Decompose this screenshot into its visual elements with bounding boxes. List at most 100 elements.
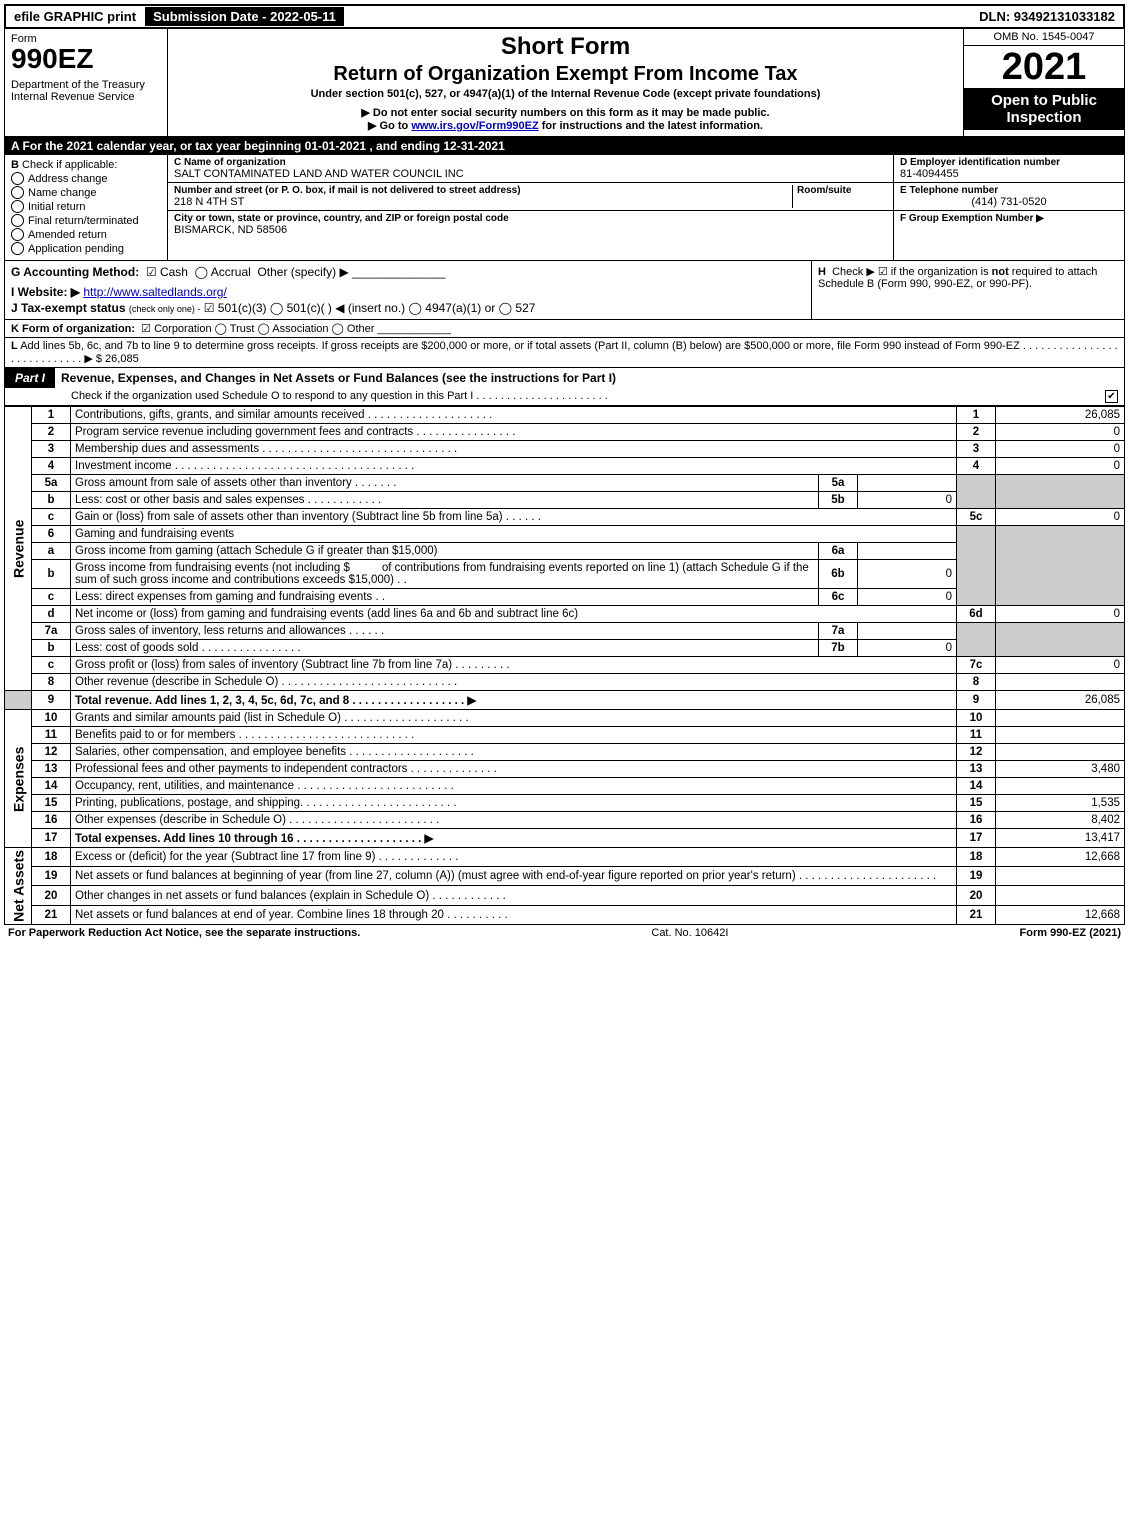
- v20: [996, 886, 1125, 905]
- n6a: a: [32, 543, 71, 560]
- v19: [996, 867, 1125, 886]
- website-link[interactable]: http://www.saltedlands.org/: [83, 285, 226, 299]
- t10: Grants and similar amounts paid (list in…: [71, 710, 957, 727]
- n8: 8: [32, 674, 71, 691]
- part-i-tab: Part I: [5, 368, 55, 388]
- gh-block: G Accounting Method: ☑ Cash ◯ Accrual Ot…: [4, 261, 1125, 320]
- g-other: Other (specify) ▶: [257, 265, 348, 279]
- l-label: L: [11, 340, 18, 352]
- sn7a: 7a: [819, 623, 858, 640]
- cb-address-change[interactable]: [11, 172, 24, 185]
- v10: [996, 710, 1125, 727]
- rn8: 8: [957, 674, 996, 691]
- t3: Membership dues and assessments . . . . …: [71, 441, 957, 458]
- goto-link[interactable]: www.irs.gov/Form990EZ: [411, 120, 538, 132]
- line-a: A For the 2021 calendar year, or tax yea…: [5, 137, 1124, 155]
- t8: Other revenue (describe in Schedule O) .…: [71, 674, 957, 691]
- rn3: 3: [957, 441, 996, 458]
- opt-address: Address change: [28, 173, 108, 185]
- ein: 81-4094455: [900, 168, 1118, 180]
- n4: 4: [32, 458, 71, 475]
- footer-right: Form 990-EZ (2021): [1020, 927, 1121, 939]
- cb-initial-return[interactable]: [11, 200, 24, 213]
- t12: Salaries, other compensation, and employ…: [71, 744, 957, 761]
- sn5b: 5b: [819, 492, 858, 509]
- efile-label[interactable]: efile GRAPHIC print: [6, 7, 144, 26]
- cb-name-change[interactable]: [11, 186, 24, 199]
- t7b: Less: cost of goods sold . . . . . . . .…: [71, 640, 819, 657]
- part-i-sub: Check if the organization used Schedule …: [11, 390, 1105, 403]
- tax-year: 2021: [964, 46, 1124, 88]
- t6b1: Gross income from fundraising events (no…: [75, 562, 350, 574]
- opt-initial: Initial return: [28, 201, 85, 213]
- t6b: Gross income from fundraising events (no…: [71, 560, 819, 589]
- sn7b: 7b: [819, 640, 858, 657]
- v5c: 0: [996, 509, 1125, 526]
- t21: Net assets or fund balances at end of ye…: [71, 905, 957, 924]
- n5a: 5a: [32, 475, 71, 492]
- cb-pending[interactable]: [11, 242, 24, 255]
- v14: [996, 778, 1125, 795]
- rn6d: 6d: [957, 606, 996, 623]
- n6d: d: [32, 606, 71, 623]
- n7a: 7a: [32, 623, 71, 640]
- short-form-title: Short Form: [176, 33, 955, 61]
- t2: Program service revenue including govern…: [71, 424, 957, 441]
- col-b: B Check if applicable: Address change Na…: [5, 155, 168, 260]
- cb-final-return[interactable]: [11, 214, 24, 227]
- city-label: City or town, state or province, country…: [174, 213, 887, 224]
- t20: Other changes in net assets or fund bala…: [71, 886, 957, 905]
- rn10: 10: [957, 710, 996, 727]
- n12: 12: [32, 744, 71, 761]
- n7c: c: [32, 657, 71, 674]
- open-to-public: Open to Public Inspection: [964, 88, 1124, 130]
- v13: 3,480: [996, 761, 1125, 778]
- sn5a: 5a: [819, 475, 858, 492]
- t9: Total revenue. Add lines 1, 2, 3, 4, 5c,…: [71, 691, 957, 710]
- header-right: OMB No. 1545-0047 2021 Open to Public In…: [963, 29, 1124, 136]
- under-section: Under section 501(c), 527, or 4947(a)(1)…: [176, 88, 955, 100]
- opt-amended: Amended return: [28, 229, 107, 241]
- top-bar: efile GRAPHIC print Submission Date - 20…: [4, 4, 1125, 29]
- street-label: Number and street (or P. O. box, if mail…: [174, 185, 792, 196]
- g-block: G Accounting Method: ☑ Cash ◯ Accrual Ot…: [5, 261, 812, 319]
- rn19: 19: [957, 867, 996, 886]
- rn16: 16: [957, 812, 996, 829]
- n15: 15: [32, 795, 71, 812]
- v8: [996, 674, 1125, 691]
- rn14: 14: [957, 778, 996, 795]
- t16: Other expenses (describe in Schedule O) …: [71, 812, 957, 829]
- n20: 20: [32, 886, 71, 905]
- goto-line: ▶ Go to www.irs.gov/Form990EZ for instru…: [176, 119, 955, 132]
- t17: Total expenses. Add lines 10 through 16 …: [71, 829, 957, 848]
- sv7b: 0: [858, 640, 957, 657]
- v1: 26,085: [996, 407, 1125, 424]
- irs-label: Internal Revenue Service: [11, 91, 161, 103]
- k-label: K Form of organization:: [11, 323, 135, 335]
- col-def: D Employer identification number 81-4094…: [893, 155, 1124, 260]
- cb-amended[interactable]: [11, 228, 24, 241]
- part-i-check[interactable]: [1105, 390, 1118, 403]
- n10: 10: [32, 710, 71, 727]
- v4: 0: [996, 458, 1125, 475]
- n7b: b: [32, 640, 71, 657]
- t15: Printing, publications, postage, and shi…: [71, 795, 957, 812]
- t17b: Total expenses. Add lines 10 through 16 …: [75, 833, 433, 845]
- return-title: Return of Organization Exempt From Incom…: [176, 63, 955, 86]
- v7c: 0: [996, 657, 1125, 674]
- e-label: E Telephone number: [900, 185, 1118, 196]
- shade-7v: [996, 623, 1125, 657]
- t11: Benefits paid to or for members . . . . …: [71, 727, 957, 744]
- sv7a: [858, 623, 957, 640]
- t7a: Gross sales of inventory, less returns a…: [71, 623, 819, 640]
- vlabel-expenses: Expenses: [5, 710, 32, 848]
- part-i-table: Revenue 1 Contributions, gifts, grants, …: [4, 406, 1125, 925]
- t18: Excess or (deficit) for the year (Subtra…: [71, 848, 957, 867]
- shade-5v: [996, 475, 1125, 509]
- t1: Contributions, gifts, grants, and simila…: [71, 407, 957, 424]
- v2: 0: [996, 424, 1125, 441]
- v18: 12,668: [996, 848, 1125, 867]
- omb-number: OMB No. 1545-0047: [964, 29, 1124, 46]
- t14: Occupancy, rent, utilities, and maintena…: [71, 778, 957, 795]
- t19: Net assets or fund balances at beginning…: [71, 867, 957, 886]
